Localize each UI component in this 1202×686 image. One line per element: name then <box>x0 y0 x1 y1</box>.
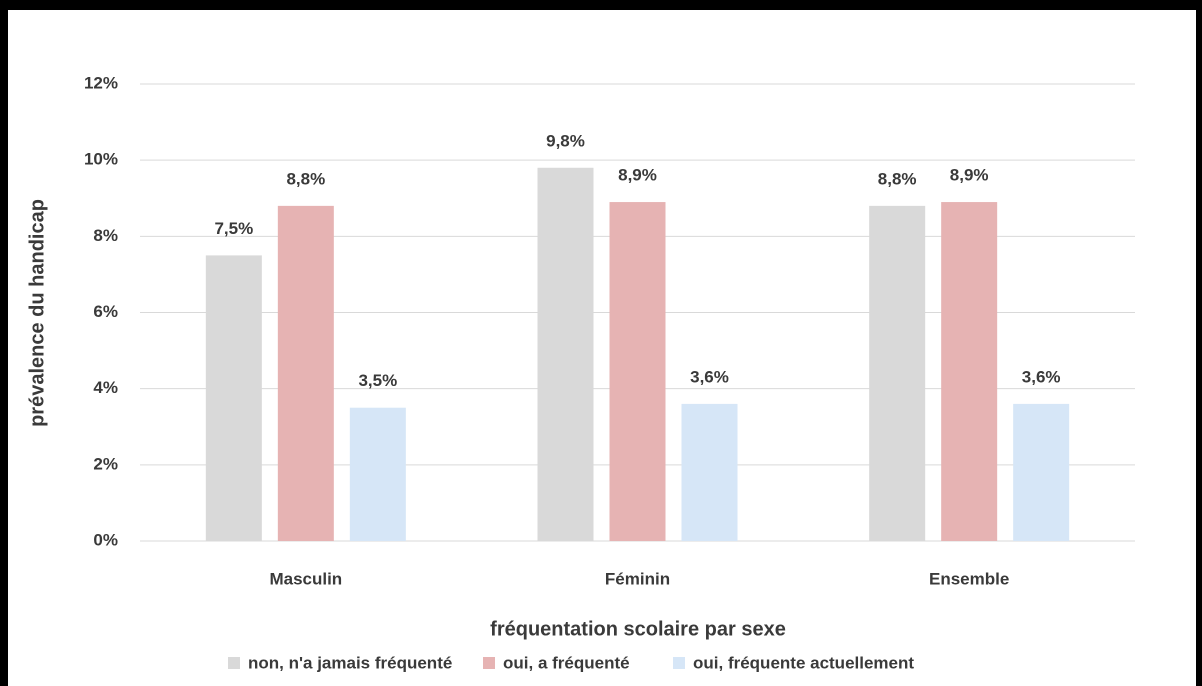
bar <box>609 202 666 541</box>
bar <box>277 205 334 541</box>
bar <box>205 255 262 541</box>
bar <box>869 205 926 541</box>
y-tick-label: 6% <box>93 302 118 321</box>
y-tick-label: 4% <box>93 378 118 397</box>
legend-label: oui, a fréquenté <box>503 653 630 672</box>
bar <box>349 407 406 541</box>
value-label: 8,8% <box>878 169 917 188</box>
value-label: 8,9% <box>950 166 989 185</box>
bar <box>1013 403 1070 541</box>
y-tick-label: 2% <box>93 454 118 473</box>
legend-label: non, n'a jamais fréquenté <box>248 653 452 672</box>
value-label: 3,6% <box>1022 367 1061 386</box>
value-label: 7,5% <box>214 219 253 238</box>
x-tick-label: Féminin <box>605 569 670 588</box>
x-tick-label: Ensemble <box>929 569 1009 588</box>
x-tick-label: Masculin <box>269 569 342 588</box>
y-tick-label: 10% <box>84 150 118 169</box>
x-axis-title: fréquentation scolaire par sexe <box>490 618 786 640</box>
y-tick-label: 12% <box>84 73 118 92</box>
bar <box>537 167 594 542</box>
y-tick-label: 0% <box>93 530 118 549</box>
legend-swatch <box>483 657 495 669</box>
legend-swatch <box>228 657 240 669</box>
value-label: 8,9% <box>618 166 657 185</box>
value-label: 3,5% <box>358 371 397 390</box>
legend-label: oui, fréquente actuellement <box>693 653 914 672</box>
bar <box>941 202 998 541</box>
y-tick-label: 8% <box>93 226 118 245</box>
value-label: 9,8% <box>546 131 585 150</box>
bar <box>681 403 738 541</box>
legend-swatch <box>673 657 685 669</box>
value-label: 8,8% <box>286 169 325 188</box>
y-axis-title: prévalence du handicap <box>26 199 48 427</box>
value-label: 3,6% <box>690 367 729 386</box>
